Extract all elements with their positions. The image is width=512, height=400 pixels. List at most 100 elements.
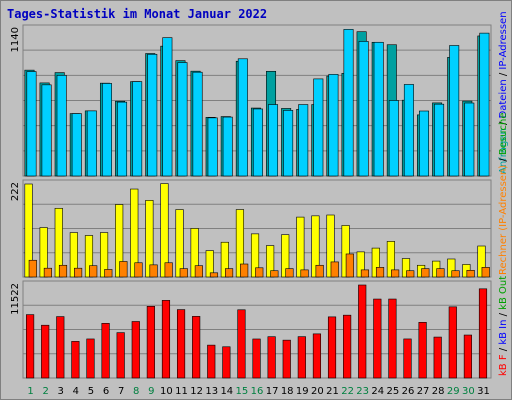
- bar-middle-besuche-day-18: [285, 268, 294, 278]
- bar-top-dateien-day-2: [41, 84, 52, 177]
- bar-middle-rechner-ip-adressen--day-9: [145, 200, 154, 278]
- bar-top-dateien-day-15: [237, 58, 248, 177]
- bar-top-dateien-day-5: [86, 110, 97, 177]
- bar-middle-besuche-day-11: [179, 268, 188, 278]
- x-tick-label-day-15: 15: [236, 386, 249, 397]
- bar-middle-rechner-ip-adressen--day-31: [477, 245, 486, 278]
- bar-top-dateien-day-19: [298, 104, 309, 177]
- bar-middle-rechner-ip-adressen--day-14: [220, 241, 229, 278]
- bar-middle-rechner-ip-adressen--day-15: [235, 209, 245, 278]
- bar-middle-besuche-day-22: [345, 253, 354, 278]
- bar-bottom-kb-f-day-7: [116, 332, 125, 379]
- bar-middle-besuche-day-7: [119, 261, 128, 278]
- bar-middle-rechner-ip-adressen--day-2: [39, 227, 48, 278]
- bar-middle-besuche-day-3: [58, 264, 68, 278]
- bar-middle-besuche-day-29: [451, 270, 460, 278]
- panel-bottom-ymax-label: 11522: [10, 283, 21, 315]
- bar-bottom-kb-f-day-20: [312, 333, 322, 379]
- x-tick-label-day-18: 18: [281, 386, 294, 397]
- bar-bottom-kb-f-day-24: [373, 298, 382, 379]
- x-tick-label-day-5: 5: [88, 386, 94, 397]
- bar-middle-rechner-ip-adressen--day-23: [356, 251, 365, 278]
- x-tick-label-day-2: 2: [42, 386, 48, 397]
- x-tick-label-day-11: 11: [175, 386, 188, 397]
- x-tick-label-day-4: 4: [73, 386, 79, 397]
- panel-middle-legend-part-1: (IP-Adressen): [498, 162, 509, 234]
- bar-middle-besuche-day-21: [330, 261, 339, 278]
- bar-middle-rechner-ip-adressen--day-29: [447, 258, 456, 278]
- panel-middle-legend-part-2: /: [498, 155, 509, 162]
- bar-top-dateien-day-31: [479, 32, 490, 177]
- bar-middle-besuche-day-17: [270, 270, 279, 278]
- bar-middle-rechner-ip-adressen--day-24: [371, 247, 380, 278]
- panel-bottom-legend-part-3: /: [498, 310, 509, 320]
- x-tick-label-day-20: 20: [311, 386, 324, 397]
- x-tick-label-day-30: 30: [462, 386, 475, 397]
- bar-middle-rechner-ip-adressen--day-11: [175, 209, 184, 278]
- bar-top-dateien-day-20: [313, 78, 324, 177]
- bar-top-dateien-day-8: [132, 81, 143, 177]
- bar-top-dateien-day-12: [192, 71, 203, 177]
- bar-bottom-kb-f-day-4: [71, 341, 80, 379]
- panel-top-legend-part-3: /: [498, 70, 509, 80]
- bar-top-dateien-day-4: [71, 113, 82, 177]
- bar-middle-rechner-ip-adressen--day-25: [386, 241, 395, 278]
- bar-middle-besuche-day-23: [360, 269, 370, 278]
- x-tick-label-day-29: 29: [447, 386, 460, 397]
- bar-top-dateien-day-26: [403, 84, 414, 177]
- bar-middle-rechner-ip-adressen--day-17: [266, 245, 275, 278]
- x-tick-label-day-1: 1: [27, 386, 33, 397]
- bar-bottom-kb-f-day-18: [282, 339, 291, 379]
- bar-bottom-kb-f-day-8: [131, 321, 140, 379]
- panel-bottom-legend-part-4: kB Out: [498, 276, 509, 310]
- bar-middle-besuche-day-28: [436, 268, 445, 278]
- bar-bottom-kb-f-day-25: [388, 298, 397, 379]
- bar-bottom-kb-f-day-21: [327, 316, 337, 379]
- bar-bottom-kb-f-day-5: [86, 338, 95, 379]
- bar-middle-besuche-day-20: [315, 264, 324, 278]
- panel-bottom-legend-part-2: kB In: [498, 320, 509, 345]
- panel-top-legend-part-0: Anfragen: [498, 128, 509, 174]
- bar-top-dateien-day-28: [434, 103, 445, 177]
- panel-top-legend-part-1: /: [498, 118, 509, 128]
- panel-middle-legend-part-0: Rechner: [498, 233, 509, 275]
- bar-bottom-kb-f-day-19: [297, 336, 306, 379]
- bar-bottom-kb-f-day-6: [101, 323, 110, 379]
- bar-top-dateien-day-24: [373, 41, 384, 177]
- bar-middle-besuche-day-13: [209, 272, 219, 278]
- bar-bottom-kb-f-day-10: [161, 300, 171, 379]
- bar-bottom-kb-f-day-26: [403, 338, 412, 379]
- bar-middle-besuche-day-8: [134, 262, 143, 278]
- bar-middle-besuche-day-31: [481, 267, 490, 278]
- bar-middle-rechner-ip-adressen--day-18: [281, 234, 290, 278]
- bar-bottom-kb-f-day-15: [237, 309, 246, 379]
- x-tick-label-day-21: 21: [326, 386, 339, 397]
- bar-bottom-kb-f-day-14: [222, 346, 231, 379]
- x-tick-label-day-12: 12: [190, 386, 203, 397]
- bar-middle-besuche-day-10: [164, 262, 173, 278]
- panel-top-legend-part-2: Dateien: [498, 79, 509, 118]
- bar-bottom-kb-f-day-17: [267, 336, 276, 379]
- bar-bottom-kb-f-day-30: [463, 334, 472, 379]
- chart-title: Tages-Statistik im Monat Januar 2022: [7, 7, 268, 21]
- bar-middle-besuche-day-16: [255, 267, 264, 278]
- bar-middle-rechner-ip-adressen--day-26: [401, 258, 411, 278]
- bar-middle-besuche-day-24: [375, 267, 385, 278]
- bar-top-dateien-day-18: [283, 110, 294, 177]
- bar-middle-besuche-day-4: [74, 267, 83, 278]
- bar-top-dateien-day-10: [162, 37, 173, 177]
- bar-middle-rechner-ip-adressen--day-12: [190, 228, 199, 278]
- panel-bottom-legend-label: kB F / kB In / kB Out: [498, 276, 509, 376]
- bar-top-dateien-day-6: [101, 83, 112, 177]
- bar-middle-besuche-day-12: [194, 265, 203, 278]
- x-tick-label-day-10: 10: [160, 386, 173, 397]
- bar-top-dateien-day-7: [117, 101, 128, 177]
- bar-top-dateien-day-25: [388, 100, 399, 177]
- bar-bottom-kb-f-day-27: [418, 322, 427, 379]
- bar-bottom-kb-f-day-2: [41, 324, 50, 379]
- bar-bottom-kb-f-day-16: [252, 338, 261, 379]
- x-tick-label-day-3: 3: [58, 386, 64, 397]
- bar-middle-rechner-ip-adressen--day-19: [296, 216, 305, 278]
